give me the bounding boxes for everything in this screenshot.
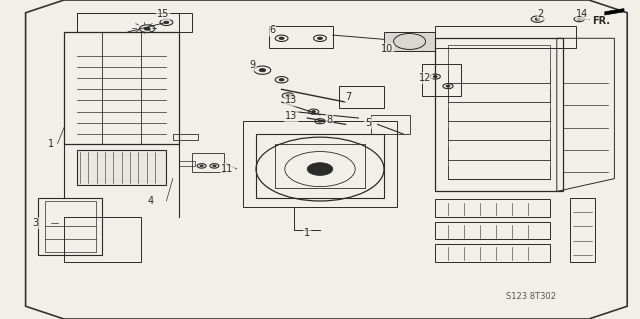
Text: 12: 12 <box>419 73 432 83</box>
Text: 13: 13 <box>285 95 298 106</box>
Polygon shape <box>77 150 166 185</box>
Circle shape <box>285 94 291 97</box>
Circle shape <box>307 163 333 175</box>
Circle shape <box>200 165 204 167</box>
Circle shape <box>446 85 450 87</box>
Circle shape <box>312 111 316 113</box>
Text: 2: 2 <box>538 9 544 19</box>
Text: S123 8T302: S123 8T302 <box>506 292 556 301</box>
Text: 1: 1 <box>304 228 310 238</box>
Text: 8: 8 <box>326 115 333 125</box>
Circle shape <box>318 120 322 122</box>
Text: 15: 15 <box>157 9 170 19</box>
Circle shape <box>144 27 150 30</box>
Text: 14: 14 <box>576 9 589 19</box>
Circle shape <box>535 18 540 20</box>
Text: 10: 10 <box>381 44 394 55</box>
Polygon shape <box>26 0 627 319</box>
Text: 6: 6 <box>269 25 275 35</box>
Circle shape <box>279 78 284 81</box>
Text: 9: 9 <box>250 60 256 70</box>
Circle shape <box>164 21 169 24</box>
Text: 5: 5 <box>365 118 371 128</box>
Text: 3: 3 <box>32 218 38 228</box>
Text: 13: 13 <box>285 111 298 122</box>
Polygon shape <box>384 32 435 51</box>
Circle shape <box>317 37 323 40</box>
Text: 4: 4 <box>147 196 154 206</box>
Circle shape <box>433 76 437 78</box>
Text: 7: 7 <box>346 92 352 102</box>
Polygon shape <box>605 9 624 15</box>
Circle shape <box>577 18 581 20</box>
Text: 11: 11 <box>221 164 234 174</box>
Text: 1: 1 <box>48 138 54 149</box>
Circle shape <box>212 165 216 167</box>
Text: FR.: FR. <box>592 16 610 26</box>
Circle shape <box>279 37 284 40</box>
Circle shape <box>259 69 266 72</box>
